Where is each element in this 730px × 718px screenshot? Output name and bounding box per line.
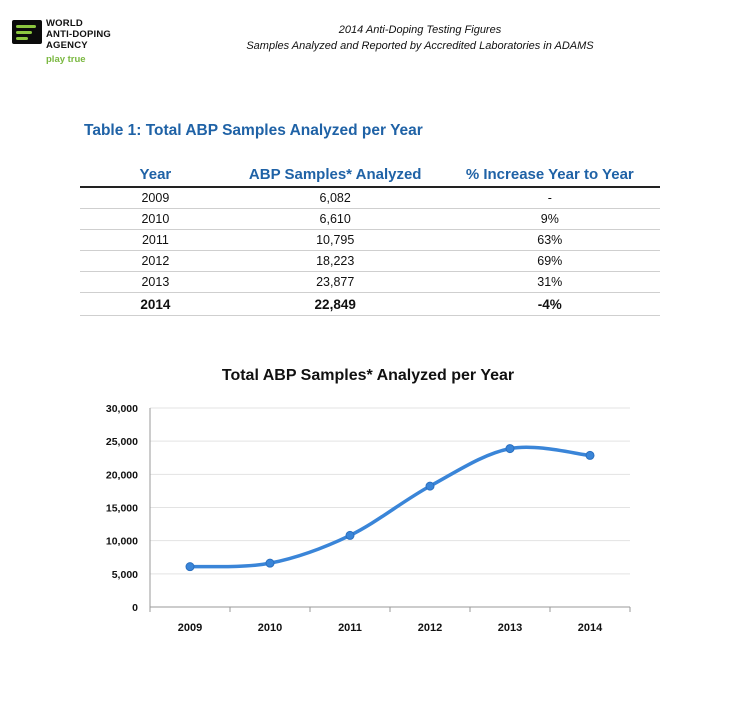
cell-year: 2013: [80, 271, 231, 293]
cell-increase: 63%: [439, 229, 660, 251]
table-row: 2013 23,877 31%: [80, 271, 660, 293]
abp-line-chart: Total ABP Samples* Analyzed per Year 0 5,…: [106, 367, 631, 634]
table-row-current-year: 2014 22,849 -4%: [80, 292, 660, 316]
logo-line-1: WORLD: [46, 18, 83, 29]
y-tick-label: 15,000: [106, 503, 138, 515]
series-line: [188, 445, 592, 569]
x-tick-label: 2012: [418, 622, 442, 634]
table-row: 2009 6,082 -: [80, 187, 660, 209]
table-title: Table 1: Total ABP Samples Analyzed per …: [84, 122, 423, 139]
cell-year: 2010: [80, 208, 231, 230]
cell-samples: 6,082: [230, 187, 440, 209]
y-axis-ticks: 0 5,000 10,000 15,000 20,000 25,000 30,000: [106, 403, 138, 614]
wada-logo-mark: [12, 20, 42, 44]
cell-increase: -: [439, 187, 660, 209]
document-title: 2014 Anti-Doping Testing Figures: [338, 24, 502, 36]
data-point: [345, 530, 355, 540]
y-tick-label: 10,000: [106, 536, 138, 548]
logo-org-name: WORLD ANTI-DOPING AGENCY: [46, 18, 111, 51]
chart-axes: [149, 408, 631, 612]
chart-series: [185, 444, 595, 572]
cell-year: 2011: [80, 229, 231, 251]
data-point: [185, 562, 195, 572]
cell-samples: 6,610: [230, 208, 440, 230]
cell-samples: 10,795: [230, 229, 440, 251]
x-tick-label: 2010: [258, 622, 282, 634]
cell-increase: 9%: [439, 208, 660, 230]
cell-samples: 22,849: [230, 292, 440, 316]
cell-year: 2012: [80, 250, 231, 272]
table-header-row: Year ABP Samples* Analyzed % Increase Ye…: [80, 162, 660, 188]
y-tick-label: 5,000: [112, 569, 138, 581]
data-point: [585, 450, 595, 460]
wada-logo: WORLD ANTI-DOPING AGENCY play true: [12, 14, 132, 74]
abp-samples-table: Year ABP Samples* Analyzed % Increase Ye…: [80, 162, 660, 316]
document-subtitle: Samples Analyzed and Reported by Accredi…: [246, 40, 594, 52]
y-tick-label: 25,000: [106, 436, 138, 448]
cell-increase: 69%: [439, 250, 660, 272]
table-row: 2010 6,610 9%: [80, 208, 660, 230]
y-tick-label: 0: [132, 602, 138, 614]
column-header-increase: % Increase Year to Year: [439, 162, 660, 188]
cell-increase: 31%: [439, 271, 660, 293]
logo-line-3: AGENCY: [46, 40, 88, 51]
logo-line-2: ANTI-DOPING: [46, 29, 112, 40]
x-axis-ticks: 2009 2010 2011 2012 2013 2014: [178, 622, 603, 634]
x-tick-label: 2013: [498, 622, 522, 634]
cell-increase: -4%: [439, 292, 660, 316]
x-tick-label: 2011: [338, 622, 362, 634]
data-point: [265, 558, 275, 568]
x-tick-label: 2009: [178, 622, 202, 634]
y-tick-label: 30,000: [106, 403, 138, 415]
y-tick-label: 20,000: [106, 469, 138, 481]
cell-year: 2014: [80, 292, 231, 316]
cell-year: 2009: [80, 187, 231, 209]
x-tick-label: 2014: [578, 622, 603, 634]
data-point: [505, 444, 515, 454]
data-point: [425, 481, 435, 491]
table-row: 2012 18,223 69%: [80, 250, 660, 272]
document-header: 2014 Anti-Doping Testing Figures Samples…: [160, 22, 680, 54]
table-row: 2011 10,795 63%: [80, 229, 660, 251]
cell-samples: 18,223: [230, 250, 440, 272]
column-header-year: Year: [80, 162, 231, 188]
chart-gridlines: [150, 407, 630, 575]
column-header-samples: ABP Samples* Analyzed: [230, 162, 440, 188]
chart-title: Total ABP Samples* Analyzed per Year: [222, 367, 514, 384]
logo-tagline: play true: [46, 54, 86, 65]
cell-samples: 23,877: [230, 271, 440, 293]
